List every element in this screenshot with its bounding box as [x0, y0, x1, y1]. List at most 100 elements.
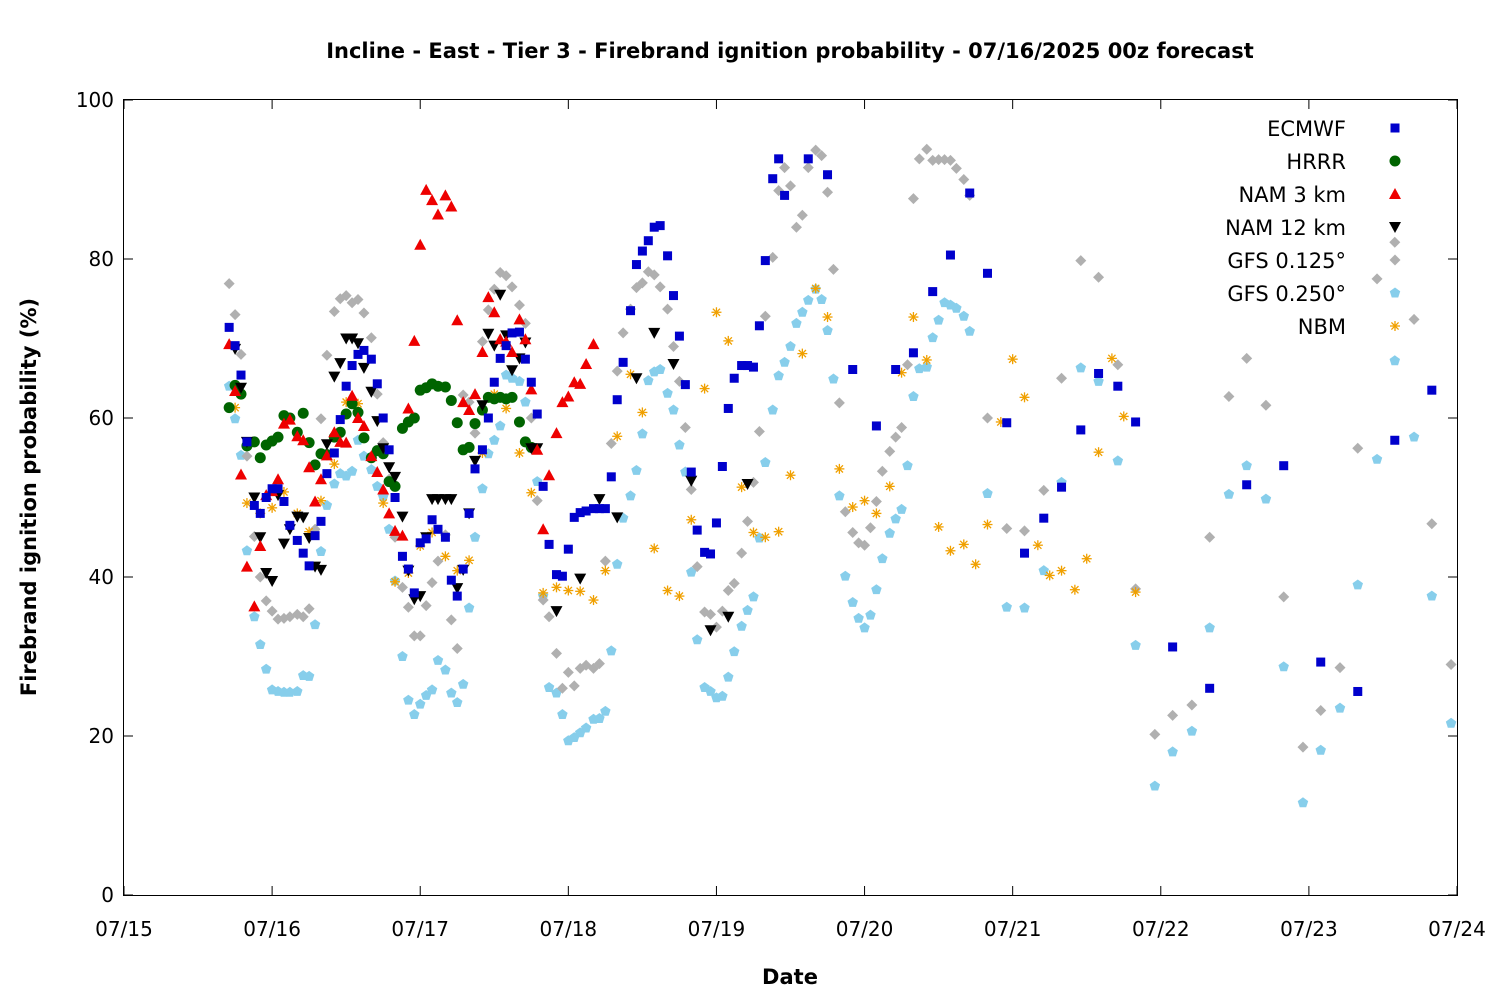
point-gfs-0-125: [599, 555, 611, 567]
point-gfs-0-125: [457, 389, 469, 401]
point-gfs-0-125: [469, 427, 481, 439]
x-tick-label: 07/20: [836, 917, 894, 941]
point-gfs-0-250: [309, 619, 321, 630]
point-gfs-0-250: [457, 678, 469, 689]
point-ecmwf: [891, 365, 901, 375]
point-gfs-0-125: [1334, 662, 1346, 674]
point-gfs-0-125: [759, 310, 771, 322]
point-ecmwf: [589, 504, 599, 514]
point-hrrr: [513, 416, 525, 428]
point-gfs-0-125: [321, 349, 333, 361]
point-nam-3-km: [580, 357, 593, 369]
point-ecmwf: [600, 504, 610, 514]
point-nbm: [871, 508, 882, 519]
point-nbm: [464, 555, 475, 566]
point-gfs-0-250: [1112, 455, 1124, 466]
point-gfs-0-250: [840, 570, 851, 581]
point-gfs-0-125: [297, 611, 309, 623]
point-gfs-0-125: [779, 162, 791, 174]
point-nam-3-km: [562, 390, 575, 402]
point-gfs-0-250: [1278, 661, 1289, 672]
point-gfs-0-125: [1019, 525, 1031, 537]
point-gfs-0-125: [654, 281, 666, 293]
point-nam-3-km: [537, 523, 550, 535]
point-gfs-0-250: [469, 531, 481, 542]
point-ecmwf: [581, 506, 591, 516]
point-nam-12-km: [648, 327, 661, 339]
point-gfs-0-125: [235, 348, 247, 360]
point-nbm: [748, 527, 759, 538]
point-gfs-0-125: [767, 251, 779, 263]
point-gfs-0-250: [1167, 746, 1178, 757]
legend-label-nam-12-km: NAM 12 km: [1225, 216, 1346, 240]
point-nam-3-km: [426, 194, 439, 206]
point-nam-12-km: [314, 564, 327, 576]
legend-marker-gfs-0-250: [1389, 287, 1401, 298]
point-gfs-0-250: [1241, 460, 1252, 471]
point-gfs-0-125: [933, 154, 945, 166]
point-nam-3-km: [439, 189, 452, 201]
point-nam-3-km: [506, 346, 519, 358]
point-gfs-0-125: [1297, 741, 1309, 753]
point-gfs-0-250: [1149, 780, 1161, 791]
point-nam-12-km: [476, 400, 489, 412]
point-gfs-0-250: [284, 686, 296, 697]
series-nam-3-km: [223, 183, 600, 612]
point-gfs-0-125: [254, 571, 266, 583]
point-ecmwf: [663, 251, 673, 261]
point-ecmwf: [1057, 482, 1067, 492]
point-gfs-0-250: [346, 465, 358, 476]
point-nam-3-km: [402, 402, 415, 414]
point-ecmwf: [1094, 368, 1104, 378]
point-gfs-0-250: [742, 604, 753, 615]
point-gfs-0-125: [859, 539, 871, 551]
point-ecmwf: [372, 379, 382, 389]
point-ecmwf: [470, 464, 480, 474]
point-gfs-0-125: [1278, 591, 1290, 603]
point-gfs-0-250: [958, 310, 970, 321]
point-ecmwf: [575, 508, 585, 518]
point-ecmwf: [737, 361, 747, 371]
point-gfs-0-250: [828, 373, 839, 384]
point-gfs-0-250: [779, 356, 790, 367]
point-hrrr: [408, 412, 420, 424]
point-nbm: [440, 551, 451, 562]
point-gfs-0-125: [605, 437, 617, 449]
point-nam-12-km: [451, 583, 464, 595]
point-nbm: [1007, 354, 1018, 365]
point-gfs-0-125: [913, 153, 925, 165]
point-gfs-0-250: [1093, 375, 1104, 386]
y-tick-label: 60: [89, 406, 114, 430]
point-nbm: [785, 470, 796, 481]
y-axis-title: Firebrand ignition probability (%): [17, 298, 41, 696]
point-nam-3-km: [291, 430, 304, 442]
point-gfs-0-250: [426, 684, 438, 695]
point-gfs-0-125: [1352, 442, 1364, 454]
point-gfs-0-250: [927, 332, 938, 343]
legend-label-gfs-0-125: GFS 0.125°: [1227, 249, 1346, 273]
point-nbm: [1032, 540, 1043, 551]
point-nam-3-km: [340, 436, 353, 448]
point-gfs-0-125: [1371, 273, 1383, 285]
point-nam-3-km: [320, 449, 333, 461]
point-gfs-0-125: [981, 412, 993, 424]
point-nbm: [1081, 553, 1092, 564]
point-ecmwf: [1353, 686, 1363, 696]
point-nam-3-km: [408, 334, 421, 346]
legend-marker-hrrr: [1389, 155, 1401, 167]
point-nbm: [1093, 447, 1104, 458]
point-hrrr: [272, 431, 284, 443]
point-ecmwf: [563, 544, 573, 554]
point-gfs-0-125: [876, 465, 888, 477]
point-gfs-0-250: [1297, 797, 1309, 808]
point-gfs-0-250: [372, 480, 383, 491]
point-nbm: [637, 407, 648, 418]
point-nam-3-km: [431, 208, 444, 220]
point-gfs-0-250: [329, 478, 340, 489]
point-gfs-0-250: [432, 654, 444, 665]
point-nam-12-km: [320, 439, 333, 451]
point-gfs-0-250: [865, 609, 876, 620]
point-nam-12-km: [248, 492, 261, 504]
point-gfs-0-250: [229, 413, 241, 424]
point-gfs-0-125: [476, 336, 488, 348]
